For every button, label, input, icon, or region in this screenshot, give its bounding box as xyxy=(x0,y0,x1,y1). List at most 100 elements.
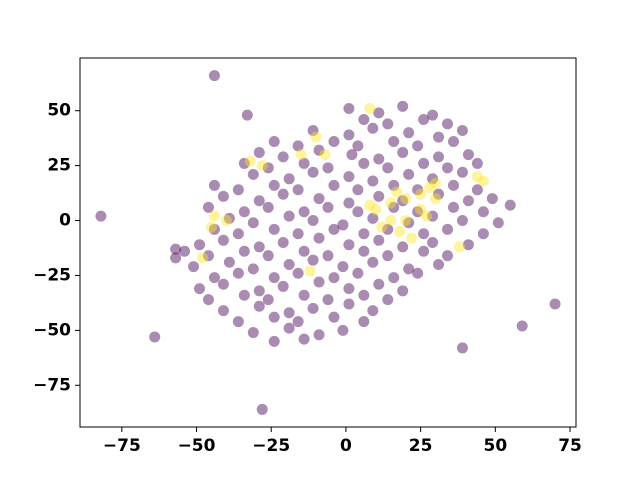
scatter-point xyxy=(217,305,229,317)
scatter-point xyxy=(424,182,436,194)
scatter-point xyxy=(400,193,412,205)
scatter-point xyxy=(462,239,474,251)
scatter-point xyxy=(202,294,214,306)
scatter-point xyxy=(253,195,265,207)
scatter-point xyxy=(202,201,214,213)
scatter-point xyxy=(427,237,439,248)
scatter-point xyxy=(298,289,310,301)
scatter-point xyxy=(367,122,379,134)
scatter-point xyxy=(456,215,468,227)
scatter-point xyxy=(268,223,280,235)
scatter-point xyxy=(313,276,325,288)
scatter-point xyxy=(253,285,265,297)
scatter-point xyxy=(418,228,430,240)
scatter-point xyxy=(382,250,394,262)
scatter-point xyxy=(256,160,268,172)
scatter-point xyxy=(412,206,424,218)
scatter-point xyxy=(367,256,379,268)
scatter-point xyxy=(202,250,214,262)
scatter-point xyxy=(373,278,385,290)
scatter-point xyxy=(391,186,403,198)
scatter-point xyxy=(427,173,439,185)
scatter-point xyxy=(238,206,250,218)
scatter-point xyxy=(418,114,430,125)
scatter-point xyxy=(421,210,433,222)
scatter-point xyxy=(433,131,445,143)
scatter-point xyxy=(477,206,489,218)
scatter-point xyxy=(433,258,445,270)
scatter-point xyxy=(385,197,397,209)
scatter-point xyxy=(337,219,349,231)
scatter-point xyxy=(364,103,376,115)
scatter-point xyxy=(504,199,516,211)
scatter-point xyxy=(337,261,349,273)
scatter-point xyxy=(292,228,304,240)
scatter-point xyxy=(208,179,220,191)
scatter-point xyxy=(194,283,206,295)
scatter-point xyxy=(382,223,394,235)
scatter-point xyxy=(208,210,220,222)
scatter-point xyxy=(253,241,265,253)
scatter-point xyxy=(283,307,295,319)
scatter-point xyxy=(388,135,400,147)
scatter-point xyxy=(430,193,442,205)
scatter-point xyxy=(292,316,304,328)
scatter-point xyxy=(388,179,400,191)
scatter-point xyxy=(343,171,355,183)
scatter-point xyxy=(322,294,334,306)
scatter-point xyxy=(208,272,220,284)
scatter-point xyxy=(170,243,182,255)
scatter-point xyxy=(313,144,325,156)
plot-frame xyxy=(79,57,577,428)
scatter-point xyxy=(253,300,265,312)
scatter-point xyxy=(397,100,409,112)
scatter-point xyxy=(298,157,310,169)
scatter-point xyxy=(283,322,295,334)
scatter-point xyxy=(307,166,319,178)
scatter-point xyxy=(358,114,370,125)
scatter-point xyxy=(442,162,454,174)
scatter-point xyxy=(298,206,310,218)
scatter-point xyxy=(268,272,280,284)
scatter-point xyxy=(322,162,334,174)
scatter-point xyxy=(516,320,528,332)
scatter-point xyxy=(232,228,244,240)
scatter-point xyxy=(462,149,474,161)
scatter-point xyxy=(322,201,334,213)
scatter-point xyxy=(277,151,289,163)
scatter-point xyxy=(217,278,229,290)
scatter-point xyxy=(352,140,364,152)
scatter-point xyxy=(358,289,370,301)
scatter-point xyxy=(307,124,319,136)
scatter-point xyxy=(412,267,424,279)
scatter-point xyxy=(373,234,385,246)
scatter-point xyxy=(549,298,561,310)
scatter-point xyxy=(471,157,483,169)
y-tick-label: 50 xyxy=(47,101,71,121)
scatter-point xyxy=(412,184,424,196)
scatter-point xyxy=(442,223,454,235)
scatter-point xyxy=(232,316,244,328)
scatter-point xyxy=(217,234,229,246)
scatter-point xyxy=(95,210,107,222)
scatter-point xyxy=(346,149,358,161)
scatter-point xyxy=(322,250,334,262)
scatter-point xyxy=(343,197,355,209)
scatter-point xyxy=(442,250,454,262)
scatter-point xyxy=(262,162,274,174)
scatter-point xyxy=(208,223,220,235)
scatter-point xyxy=(304,265,316,277)
scatter-point xyxy=(430,177,442,189)
scatter-point xyxy=(373,190,385,202)
scatter-point xyxy=(307,254,319,266)
scatter-point xyxy=(492,217,504,229)
scatter-point xyxy=(262,250,274,262)
y-tick-label: 0 xyxy=(59,211,71,231)
x-tick-label: 50 xyxy=(483,436,507,456)
scatter-point xyxy=(241,109,253,121)
scatter-point xyxy=(170,252,182,264)
scatter-point xyxy=(179,245,191,257)
x-tick-label: 75 xyxy=(558,436,582,456)
x-tick-label: −25 xyxy=(252,436,290,456)
scatter-point xyxy=(415,188,427,200)
